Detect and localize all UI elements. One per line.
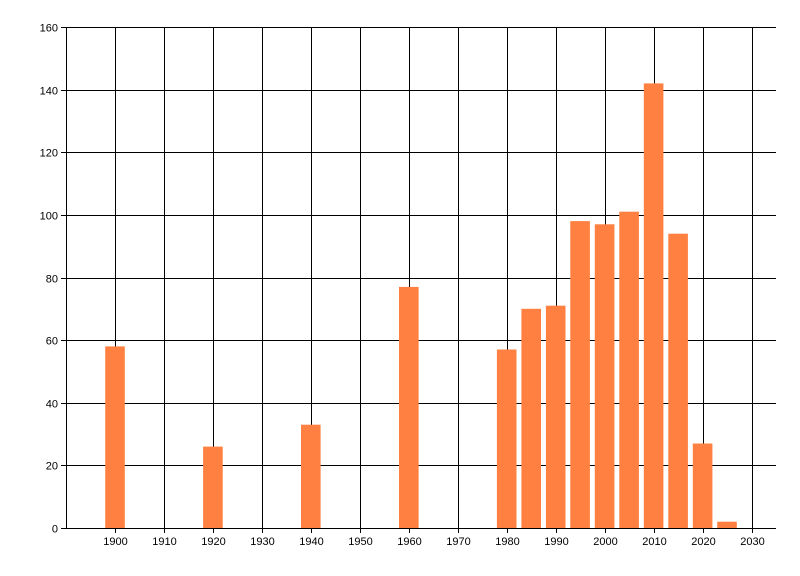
y-tick-label: 40 [46,399,58,411]
bar-2025 [717,521,737,528]
bar-2010 [643,83,664,529]
x-tick-label: 1910 [152,536,176,548]
x-tick-label: 1930 [250,536,274,548]
x-tick-label: 1940 [299,536,323,548]
x-tick-label: 2000 [593,536,617,548]
x-tick-label: 1960 [397,536,421,548]
x-tick-label: 2010 [642,536,666,548]
y-axis-ticks: 0 20 40 60 80 100 120 140 160 [40,23,66,536]
bar-1990 [545,305,566,528]
bar-2005 [619,211,639,528]
axes [66,27,776,529]
x-tick-label: 1950 [348,536,372,548]
bar-1960 [399,286,419,528]
y-tick-label: 80 [46,274,58,286]
x-tick-label: 1990 [544,536,568,548]
y-tick-label: 120 [40,148,58,160]
x-axis-ticks: 1900 1910 1920 1930 1940 1950 1960 1970 1980 1990… [103,528,765,548]
bar-1995 [570,221,590,528]
bar-2000 [594,224,615,529]
y-tick-label: 0 [52,524,58,536]
bars [105,83,737,529]
x-tick-label: 1920 [201,536,225,548]
bar-1940 [301,424,321,528]
bar-1920 [203,446,223,528]
x-tick-label: 1970 [446,536,470,548]
x-tick-label: 1980 [495,536,519,548]
bar-1900 [105,346,125,528]
y-tick-label: 20 [46,461,58,473]
y-tick-label: 140 [40,86,58,98]
bar-2020 [692,443,713,528]
bar-1980 [496,349,517,528]
y-tick-label: 100 [40,211,58,223]
x-tick-label: 2030 [740,536,764,548]
bar-2015 [668,233,688,528]
x-tick-label: 1900 [103,536,127,548]
x-tick-label: 2020 [691,536,715,548]
y-tick-label: 160 [40,23,58,35]
y-tick-label: 60 [46,336,58,348]
bar-1985 [521,308,541,528]
